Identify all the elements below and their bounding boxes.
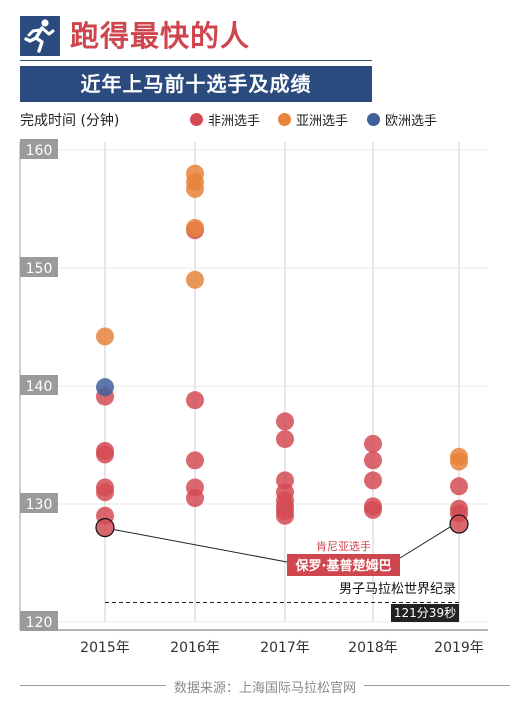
x-tick-label: 2017年 [260, 640, 310, 656]
data-point [96, 327, 114, 346]
subtitle-banner [20, 66, 372, 102]
y-tick-label: 120 [26, 615, 53, 631]
annotation-label-box [287, 554, 400, 576]
legend-item-africa: 非洲选手 [190, 110, 260, 129]
title-divider [20, 60, 372, 61]
y-tick-label-box [20, 375, 58, 395]
y-tick-label-box [20, 257, 58, 277]
data-point [96, 478, 114, 497]
x-tick-label: 2018年 [348, 640, 398, 656]
legend-item-europe: 欧洲选手 [367, 110, 437, 129]
y-tick-label: 150 [26, 261, 53, 277]
data-source: 数据来源：上海国际马拉松官网 [0, 677, 530, 696]
annotation-connector-right [399, 526, 451, 559]
legend-label-asia: 亚洲选手 [296, 114, 349, 129]
data-point [364, 471, 382, 490]
data-point [186, 478, 204, 497]
x-tick-label: 2016年 [170, 640, 220, 656]
world-record-value: 121分39秒 [394, 606, 456, 620]
data-point [96, 506, 114, 525]
logo-badge [20, 16, 60, 56]
annotation-athlete-name: 保罗·基普楚姆巴 [295, 558, 392, 574]
data-point [186, 164, 204, 183]
data-point [276, 430, 294, 449]
annotation-connector-left [113, 529, 288, 563]
legend-swatch-europe [367, 113, 380, 126]
world-record-label: 男子马拉松世界纪录 [339, 582, 456, 597]
data-point [276, 412, 294, 431]
data-point [186, 218, 204, 237]
x-tick-label: 2015年 [80, 640, 130, 656]
data-point [364, 497, 382, 516]
runner-icon [24, 19, 55, 53]
data-point [186, 451, 204, 470]
legend-label-africa: 非洲选手 [208, 114, 261, 129]
x-tick-label: 2019年 [434, 640, 484, 656]
footer-rule-left [20, 685, 188, 686]
y-tick-label-box [20, 611, 58, 631]
y-tick-label: 130 [26, 497, 53, 513]
y-tick-label: 160 [26, 143, 53, 159]
footer-rule-right [346, 685, 510, 686]
data-point [276, 471, 294, 490]
world-record-value-box [391, 604, 459, 622]
highlighted-point-ring [449, 514, 469, 534]
data-point [450, 499, 468, 518]
annotation-nationality: 肯尼亚选手 [316, 539, 371, 553]
legend-item-asia: 亚洲选手 [278, 110, 348, 129]
y-tick-label-box [20, 493, 58, 513]
data-point [96, 378, 114, 397]
data-point [450, 447, 468, 466]
data-point [186, 270, 204, 289]
highlighted-point-ring [95, 517, 115, 538]
data-point [450, 477, 468, 496]
data-point [96, 441, 114, 460]
legend-swatch-africa [190, 113, 203, 126]
y-axis-label: 完成时间 (分钟) [20, 113, 120, 129]
page-subtitle: 近年上马前十选手及成绩 [80, 72, 312, 96]
data-point [364, 451, 382, 470]
data-source-text: 数据来源：上海国际马拉松官网 [165, 681, 364, 696]
data-point [186, 391, 204, 410]
data-point [364, 434, 382, 453]
page-title: 跑得最快的人 [70, 19, 251, 53]
legend-swatch-asia [278, 113, 291, 126]
y-tick-label: 140 [26, 379, 53, 395]
legend-label-europe: 欧洲选手 [385, 114, 438, 129]
y-tick-label-box [20, 139, 58, 159]
